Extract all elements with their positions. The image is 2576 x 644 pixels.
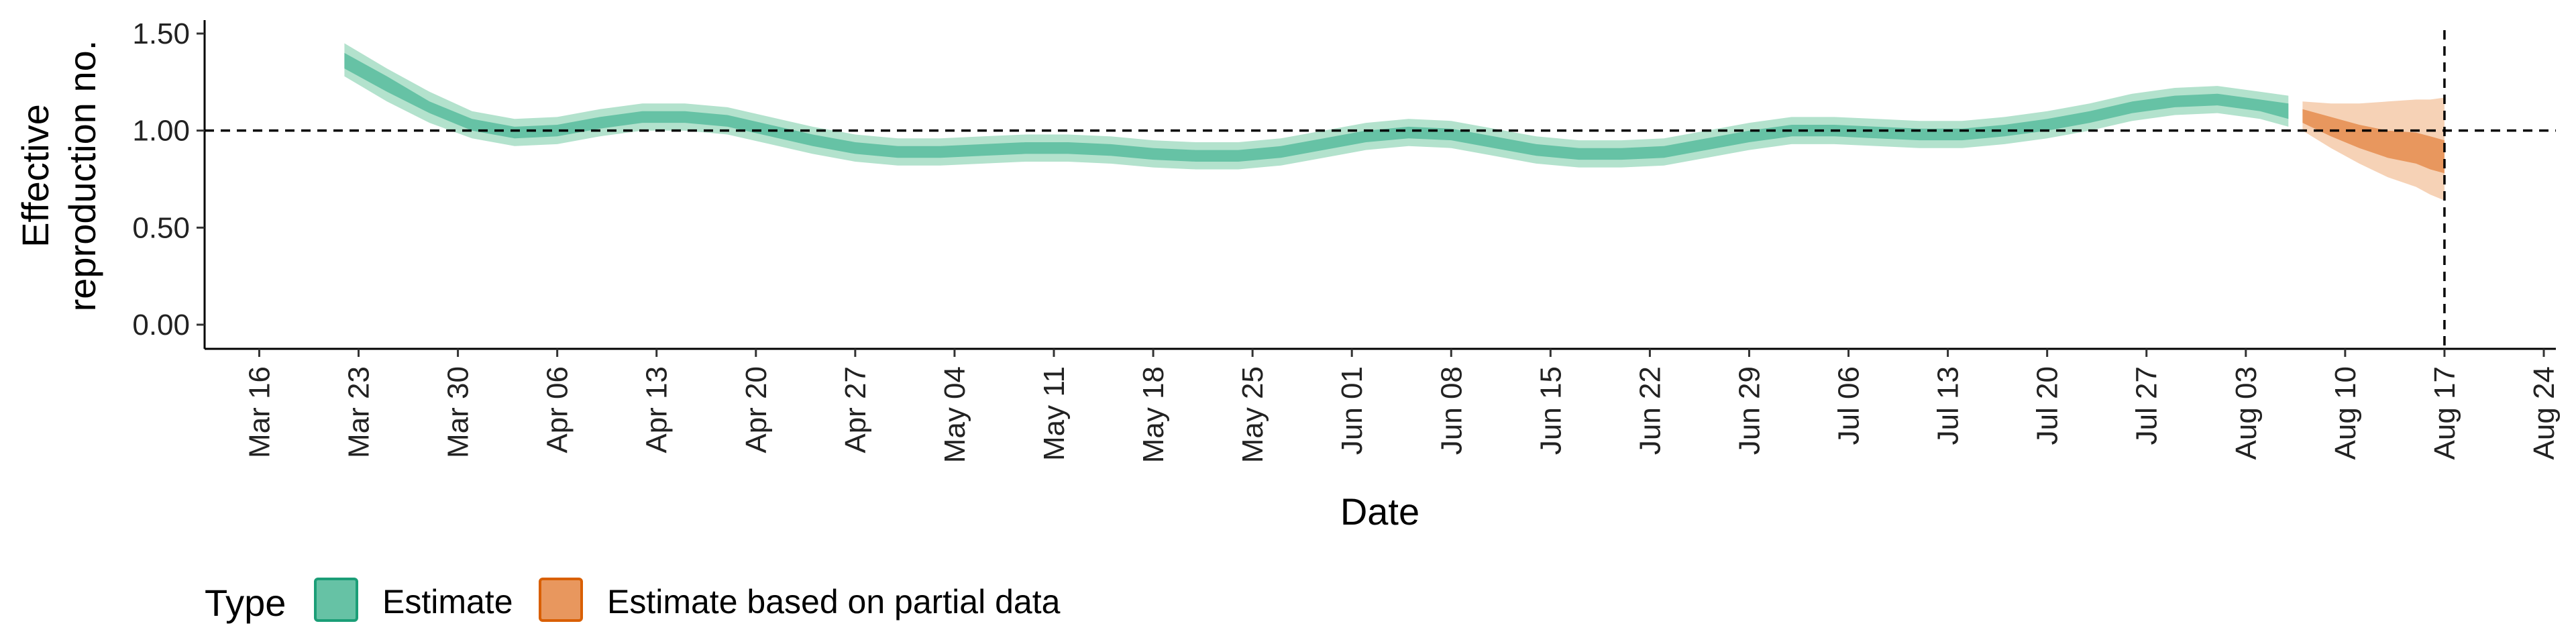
x-tick-label: Apr 06 xyxy=(541,366,574,453)
x-tick-label: Apr 20 xyxy=(740,366,773,453)
x-tick-label: Jul 06 xyxy=(1833,366,1866,445)
y-axis-title-line-1: Effective xyxy=(14,104,56,248)
x-axis-ticks: Mar 16 Mar 23 Mar 30 Apr 06 Apr 13 Apr 20 Apr … xyxy=(244,349,2561,463)
y-tick-label: 0.00 xyxy=(132,309,190,341)
y-axis-title-line-2: reproduction no. xyxy=(61,40,103,312)
x-tick-label: Jun 15 xyxy=(1534,366,1567,455)
x-tick-label: May 11 xyxy=(1038,366,1071,461)
x-tick-label: Jun 22 xyxy=(1633,366,1666,455)
legend-title: Type xyxy=(205,582,286,624)
y-tick-label: 1.50 xyxy=(132,17,190,50)
y-axis-ticks: 0.00 0.50 1.00 1.50 xyxy=(132,17,205,341)
x-tick-label: Aug 03 xyxy=(2230,366,2263,460)
x-tick-label: Aug 10 xyxy=(2329,366,2362,460)
legend-label-partial: Estimate based on partial data xyxy=(607,583,1061,621)
legend-label-estimate: Estimate xyxy=(382,583,513,621)
ribbon-inner-estimate xyxy=(344,52,2289,162)
x-tick-label: Aug 24 xyxy=(2528,366,2561,460)
y-tick-label: 0.50 xyxy=(132,211,190,244)
x-tick-label: Jun 01 xyxy=(1336,366,1368,455)
legend-swatch-partial xyxy=(539,578,583,622)
ribbon-inner-partial xyxy=(2302,109,2445,174)
x-tick-label: Jul 20 xyxy=(2031,366,2064,445)
y-tick-label: 1.00 xyxy=(132,115,190,148)
x-tick-label: Jun 29 xyxy=(1733,366,1766,455)
x-tick-label: May 18 xyxy=(1137,366,1170,463)
x-tick-label: Mar 23 xyxy=(343,366,376,458)
x-tick-label: Mar 16 xyxy=(244,366,276,458)
x-tick-label: Jun 08 xyxy=(1435,366,1468,455)
x-tick-label: Apr 27 xyxy=(839,366,872,453)
ribbon-layer xyxy=(344,43,2445,201)
x-tick-label: May 04 xyxy=(938,366,971,463)
x-tick-label: Jul 27 xyxy=(2131,366,2163,445)
axes xyxy=(203,20,2556,350)
reference-lines xyxy=(205,30,2556,349)
x-tick-label: Aug 17 xyxy=(2428,366,2461,460)
x-tick-label: Apr 13 xyxy=(641,366,674,453)
legend-swatch-estimate xyxy=(314,578,358,622)
x-tick-label: May 25 xyxy=(1236,366,1269,463)
legend: Type Estimate Estimate based on partial … xyxy=(205,578,1061,624)
x-axis-title: Date xyxy=(1340,490,1419,533)
x-tick-label: Jul 13 xyxy=(1932,366,1965,445)
x-tick-label: Mar 30 xyxy=(442,366,475,458)
